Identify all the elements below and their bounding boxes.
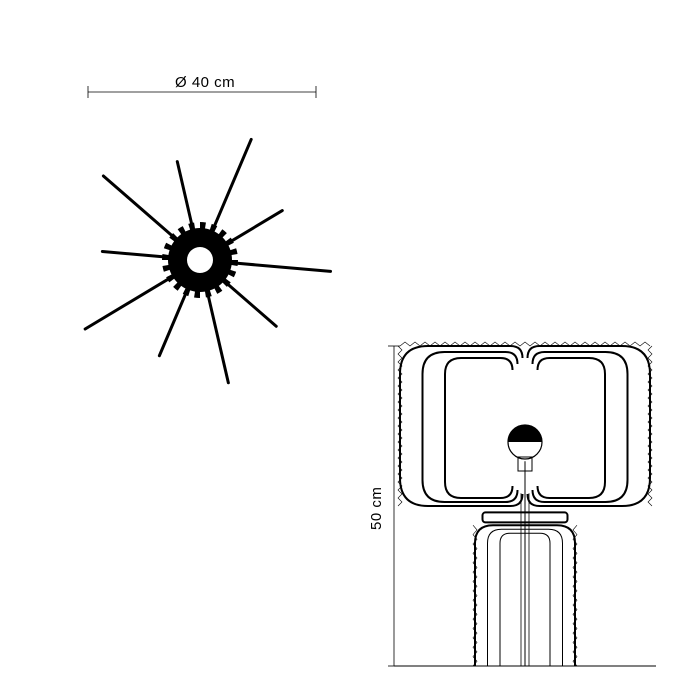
diagram-stage: Ø 40 cm 50 cm <box>0 0 700 700</box>
lamp-side-view <box>0 0 700 700</box>
